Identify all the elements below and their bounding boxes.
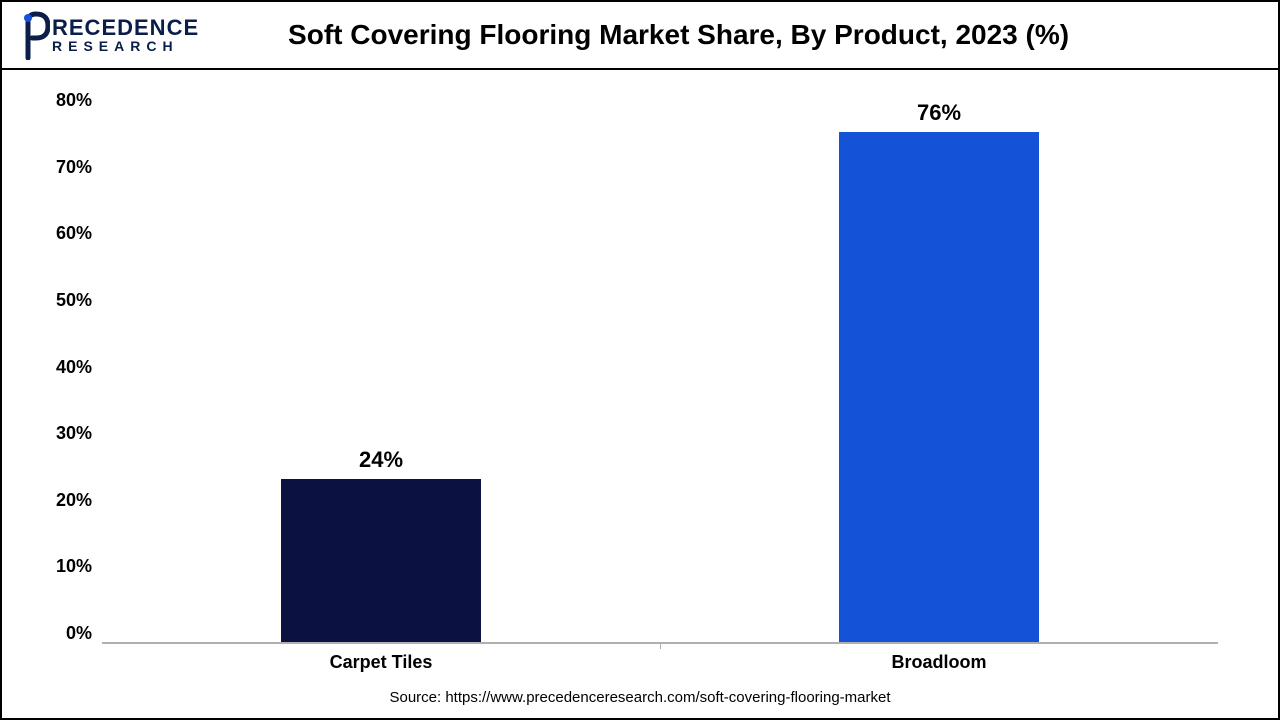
category-separator xyxy=(660,642,661,649)
chart-area: 0% 10% 20% 30% 40% 50% 60% 70% 80% 24% 7… xyxy=(2,70,1278,683)
x-label-carpet-tiles: Carpet Tiles xyxy=(130,652,632,673)
header-section: RECEDENCE RESEARCH Soft Covering Floorin… xyxy=(2,2,1278,70)
chart-title: Soft Covering Flooring Market Share, By … xyxy=(199,19,1258,51)
bar-rect-broadloom xyxy=(839,132,1039,642)
logo-text: RECEDENCE RESEARCH xyxy=(52,17,199,53)
bar-rect-carpet-tiles xyxy=(281,479,481,642)
logo-text-bottom: RESEARCH xyxy=(52,39,199,53)
chart-frame: RECEDENCE RESEARCH Soft Covering Floorin… xyxy=(0,0,1280,720)
precedence-p-icon xyxy=(22,10,50,60)
source-text: Source: https://www.precedenceresearch.c… xyxy=(2,683,1278,718)
bar-value-label: 24% xyxy=(359,447,403,473)
logo: RECEDENCE RESEARCH xyxy=(22,10,199,60)
y-axis: 0% 10% 20% 30% 40% 50% 60% 70% 80% xyxy=(42,100,102,673)
bars-container: 24% 76% xyxy=(102,100,1218,644)
x-label-broadloom: Broadloom xyxy=(688,652,1190,673)
bar-group-broadloom: 76% xyxy=(688,100,1190,642)
bar-value-label: 76% xyxy=(917,100,961,126)
plot-region: 24% 76% Carpet Tiles Broadloom xyxy=(102,100,1218,673)
logo-text-top: RECEDENCE xyxy=(52,17,199,39)
bar-group-carpet-tiles: 24% xyxy=(130,100,632,642)
